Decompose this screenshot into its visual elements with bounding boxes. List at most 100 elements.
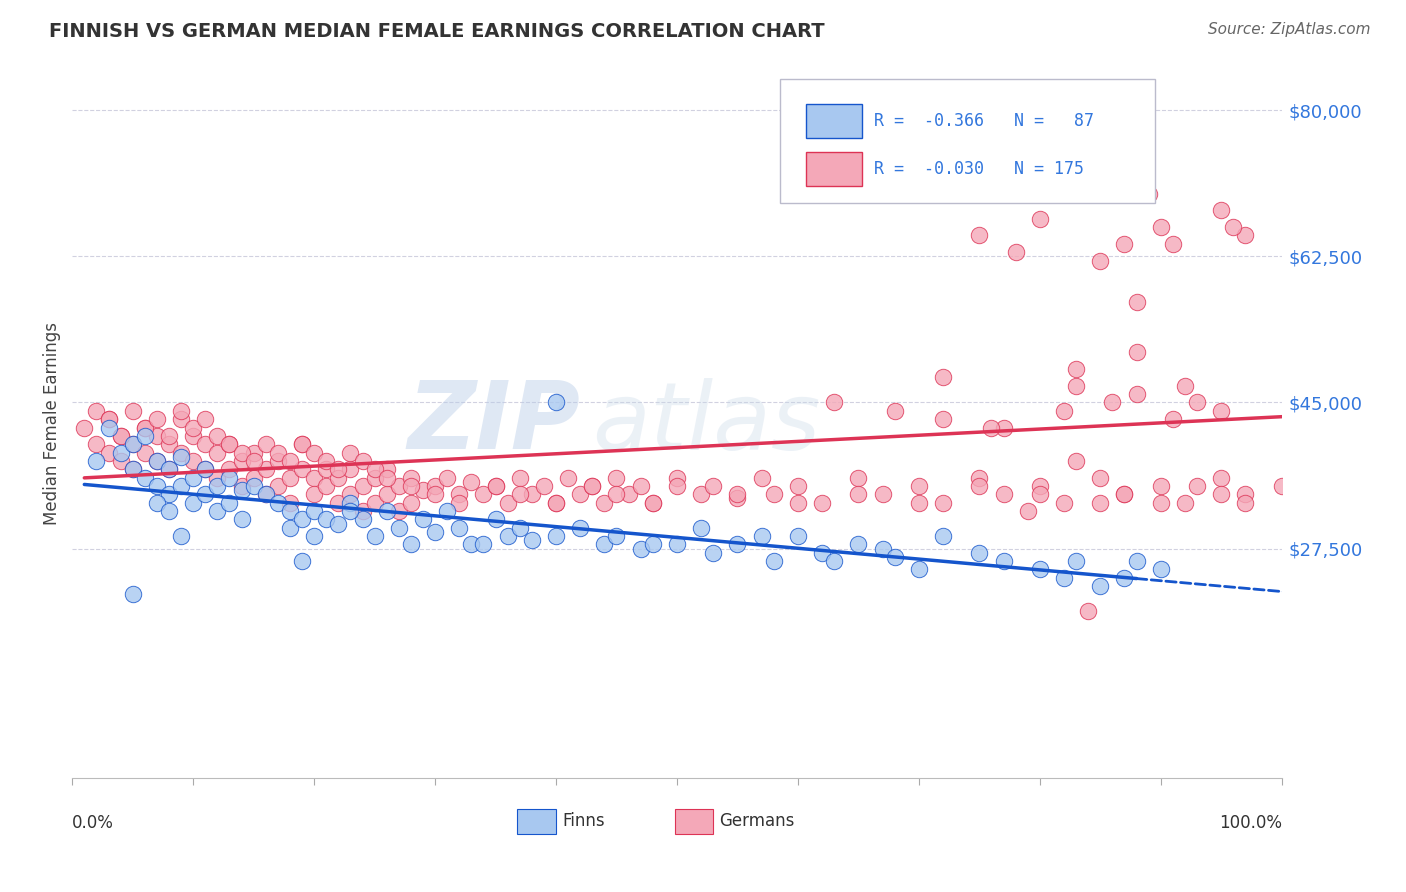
Point: [1161, 236, 1184, 251]
Point: [181, 429, 204, 443]
Point: [146, 429, 169, 443]
Point: [97, 445, 120, 459]
Point: [157, 487, 180, 501]
Point: [484, 512, 506, 526]
Point: [1125, 387, 1147, 401]
Point: [207, 429, 229, 443]
Text: 0.0%: 0.0%: [72, 814, 114, 831]
Point: [1114, 487, 1136, 501]
Point: [218, 437, 240, 451]
Point: [1150, 562, 1173, 576]
Point: [121, 462, 143, 476]
Point: [278, 504, 301, 518]
Point: [605, 529, 627, 543]
Point: [110, 454, 132, 468]
Point: [302, 445, 325, 459]
FancyBboxPatch shape: [807, 153, 862, 186]
Point: [1114, 236, 1136, 251]
Point: [194, 437, 217, 451]
Point: [291, 512, 314, 526]
Point: [412, 512, 434, 526]
Point: [97, 412, 120, 426]
Point: [630, 479, 652, 493]
Point: [339, 462, 361, 476]
Point: [254, 437, 277, 451]
Point: [242, 445, 264, 459]
Point: [1125, 554, 1147, 568]
Point: [1017, 504, 1039, 518]
Point: [363, 529, 385, 543]
Point: [363, 495, 385, 509]
Point: [134, 445, 156, 459]
Point: [1185, 395, 1208, 409]
Point: [302, 487, 325, 501]
Point: [170, 529, 193, 543]
Point: [569, 521, 592, 535]
Point: [291, 437, 314, 451]
Point: [593, 537, 616, 551]
Point: [1029, 562, 1052, 576]
Text: Germans: Germans: [720, 813, 794, 830]
Point: [581, 479, 603, 493]
Point: [375, 487, 398, 501]
Point: [449, 487, 471, 501]
Point: [97, 412, 120, 426]
Point: [207, 504, 229, 518]
Point: [751, 529, 773, 543]
Text: R =  -0.366   N =   87: R = -0.366 N = 87: [875, 112, 1094, 130]
Point: [1271, 479, 1294, 493]
Point: [665, 479, 688, 493]
Point: [762, 487, 785, 501]
Point: [291, 554, 314, 568]
Point: [496, 495, 519, 509]
Point: [932, 495, 955, 509]
Point: [702, 479, 724, 493]
Point: [1090, 470, 1112, 484]
Point: [157, 462, 180, 476]
Point: [218, 462, 240, 476]
Point: [231, 445, 253, 459]
Point: [278, 454, 301, 468]
FancyBboxPatch shape: [675, 809, 713, 834]
Point: [254, 487, 277, 501]
Point: [267, 454, 290, 468]
Point: [762, 554, 785, 568]
Point: [146, 454, 169, 468]
Point: [848, 470, 870, 484]
Point: [533, 479, 555, 493]
Point: [363, 462, 385, 476]
Point: [449, 521, 471, 535]
Point: [134, 429, 156, 443]
Point: [1090, 579, 1112, 593]
Point: [231, 454, 253, 468]
Point: [278, 470, 301, 484]
Point: [932, 529, 955, 543]
Point: [872, 487, 894, 501]
Point: [399, 470, 422, 484]
FancyBboxPatch shape: [780, 79, 1154, 203]
Point: [460, 537, 482, 551]
Point: [484, 479, 506, 493]
Point: [908, 495, 931, 509]
Point: [339, 445, 361, 459]
Point: [823, 554, 845, 568]
Point: [630, 541, 652, 556]
Point: [352, 512, 374, 526]
Point: [908, 479, 931, 493]
Point: [557, 470, 579, 484]
Point: [484, 479, 506, 493]
Point: [181, 470, 204, 484]
Point: [86, 404, 108, 418]
Point: [302, 529, 325, 543]
Point: [472, 487, 495, 501]
Point: [339, 487, 361, 501]
Point: [1161, 412, 1184, 426]
Point: [725, 537, 748, 551]
Point: [207, 470, 229, 484]
Point: [641, 495, 664, 509]
Point: [86, 454, 108, 468]
Point: [352, 479, 374, 493]
Point: [786, 479, 808, 493]
Point: [581, 479, 603, 493]
Point: [412, 483, 434, 497]
